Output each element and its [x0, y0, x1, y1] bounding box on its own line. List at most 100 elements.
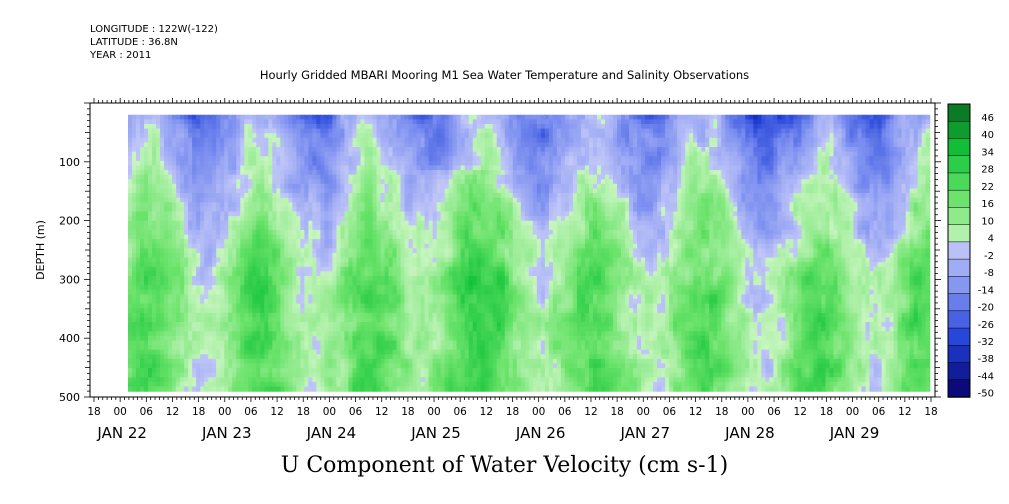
heatmap-cell [448, 280, 454, 286]
heatmap-cell [436, 257, 442, 263]
heatmap-cell [292, 363, 297, 369]
heatmap-cell [164, 133, 169, 139]
heatmap-cell [456, 156, 462, 162]
heatmap-cell [420, 285, 426, 291]
heatmap-cell [404, 335, 410, 342]
heatmap-cell [384, 285, 390, 291]
heatmap-cell [160, 294, 165, 300]
heatmap-cell [144, 174, 149, 180]
heatmap-cell [132, 326, 137, 332]
heatmap-cell [424, 220, 430, 226]
heatmap-cell [164, 137, 169, 143]
heatmap-cell [436, 363, 442, 369]
heatmap-cell [248, 211, 253, 217]
heatmap-cell [352, 220, 358, 226]
heatmap-cell [128, 119, 133, 125]
heatmap-cell [160, 160, 165, 167]
heatmap-cell [256, 114, 261, 120]
heatmap-cell [408, 128, 414, 134]
heatmap-cell [184, 335, 189, 342]
heatmap-cell [188, 133, 193, 139]
heatmap-cell [164, 308, 169, 314]
heatmap-cell [152, 239, 157, 245]
heatmap-cell [140, 271, 145, 277]
heatmap-cell [352, 114, 358, 120]
heatmap-cell [224, 303, 229, 309]
heatmap-cell [240, 197, 245, 203]
heatmap-cell [264, 377, 269, 383]
heatmap-cell [144, 165, 149, 171]
heatmap-cell [236, 340, 241, 346]
heatmap-cell [392, 197, 398, 203]
heatmap-cell [240, 188, 245, 194]
heatmap-cell [164, 220, 169, 226]
heatmap-cell [212, 133, 217, 139]
heatmap-cell [348, 326, 354, 332]
heatmap-cell [384, 345, 390, 351]
heatmap-cell [336, 275, 342, 282]
heatmap-cell [332, 358, 338, 365]
heatmap-cell [192, 308, 197, 314]
heatmap-cell [288, 381, 293, 388]
heatmap-cell [272, 252, 277, 259]
heatmap-cell [364, 165, 370, 171]
heatmap-cell [440, 216, 446, 222]
heatmap-cell [308, 179, 313, 185]
heatmap-cell [196, 349, 201, 355]
heatmap-cell [136, 211, 141, 217]
heatmap-cell [328, 326, 334, 332]
heatmap-cell [348, 303, 354, 309]
heatmap-cell [348, 234, 354, 240]
heatmap-cell [448, 147, 454, 153]
heatmap-cell [284, 266, 289, 272]
heatmap-cell [256, 211, 261, 217]
heatmap-cell [156, 133, 161, 139]
heatmap-cell [372, 312, 378, 319]
heatmap-cell [180, 381, 185, 388]
heatmap-cell [160, 372, 165, 378]
heatmap-cell [252, 358, 257, 365]
heatmap-cell [284, 147, 289, 153]
heatmap-cell [180, 239, 185, 245]
heatmap-cell [268, 317, 273, 323]
heatmap-cell [276, 377, 281, 383]
heatmap-cell [204, 206, 209, 213]
heatmap-cell [336, 340, 342, 346]
heatmap-cell [388, 252, 394, 259]
heatmap-cell [220, 294, 225, 300]
heatmap-cell [352, 363, 358, 369]
heatmap-cell [408, 151, 414, 157]
heatmap-cell [264, 243, 269, 249]
heatmap-cell [264, 340, 269, 346]
heatmap-cell [240, 220, 245, 226]
heatmap-cell [184, 285, 189, 291]
heatmap-cell [360, 151, 366, 157]
heatmap-cell [316, 326, 322, 332]
heatmap-cell [160, 280, 165, 286]
heatmap-cell [140, 119, 145, 125]
heatmap-cell [332, 275, 338, 282]
heatmap-cell [364, 128, 370, 134]
heatmap-cell [268, 299, 273, 305]
heatmap-cell [324, 114, 330, 120]
heatmap-cell [252, 262, 257, 268]
heatmap-cell [232, 188, 237, 194]
heatmap-cell [372, 377, 378, 383]
heatmap-cell [320, 206, 326, 213]
heatmap-cell [268, 188, 273, 194]
heatmap-cell [380, 271, 386, 277]
heatmap-cell [360, 123, 366, 130]
heatmap-cell [272, 119, 277, 125]
heatmap-cell [288, 142, 293, 148]
heatmap-cell [216, 358, 221, 365]
heatmap-cell [416, 142, 422, 148]
heatmap-cell [340, 170, 346, 176]
heatmap-cell [228, 377, 233, 383]
heatmap-cell [348, 229, 354, 236]
heatmap-cell [304, 142, 309, 148]
heatmap-cell [308, 289, 313, 295]
heatmap-cell [268, 372, 273, 378]
heatmap-cell [344, 137, 350, 143]
heatmap-cell [176, 294, 181, 300]
heatmap-cell [316, 386, 322, 392]
